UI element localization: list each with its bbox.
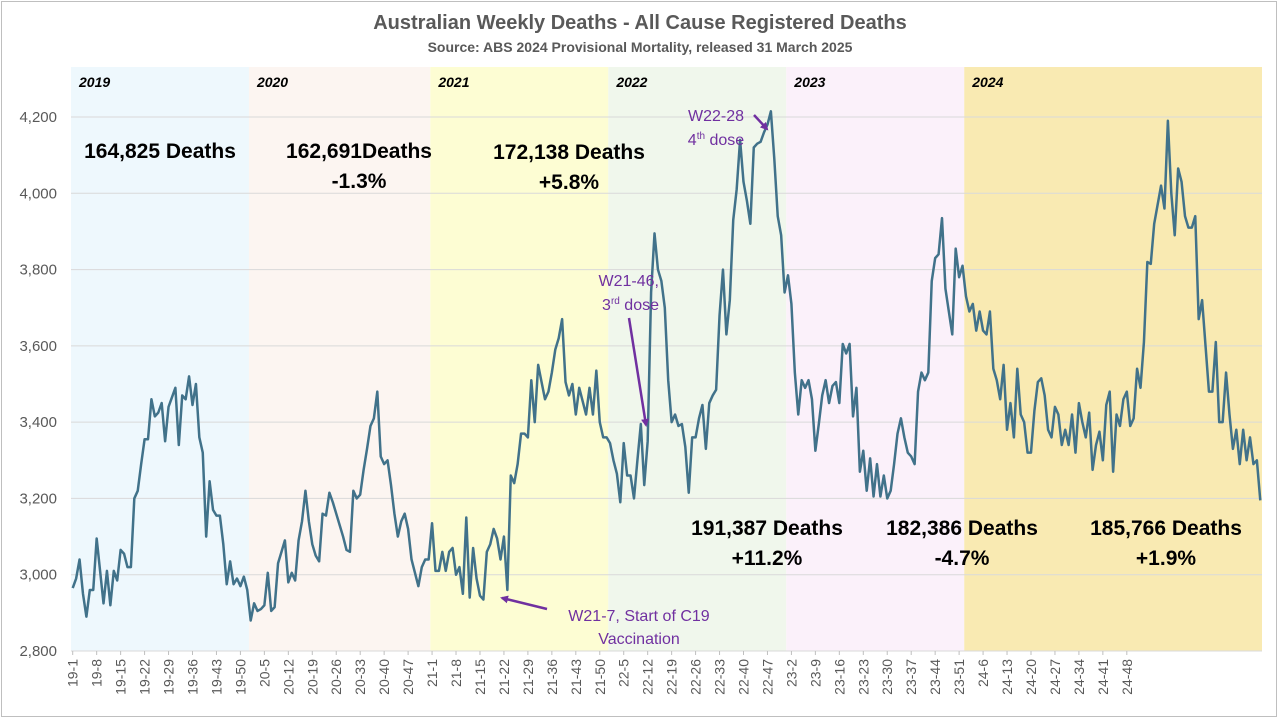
x-tick-label: 23-23 xyxy=(855,659,871,695)
x-tick-label: 19-15 xyxy=(113,659,129,695)
x-tick-label: 20-19 xyxy=(304,659,320,695)
x-tick-label: 19-43 xyxy=(208,659,224,695)
deaths-2022: 191,387 Deaths xyxy=(691,517,843,540)
year-band-2023 xyxy=(786,67,965,651)
x-tick-label: 21-8 xyxy=(448,659,464,687)
year-band-2024 xyxy=(964,67,1262,651)
x-tick-label: 19-22 xyxy=(137,659,153,695)
arrow-w21-7 xyxy=(500,595,548,611)
x-tick-label: 20-12 xyxy=(280,659,296,695)
chart-title: Australian Weekly Deaths - All Cause Reg… xyxy=(373,12,907,34)
year-label-2019: 2019 xyxy=(78,74,110,90)
x-tick-label: 23-37 xyxy=(903,659,919,695)
x-tick-label: 24-41 xyxy=(1095,659,1111,695)
annotation-w21-46-line2: 3rd dose xyxy=(602,296,659,314)
change-2022: +11.2% xyxy=(732,547,803,570)
x-tick-label: 21-36 xyxy=(544,659,560,695)
year-band-2020 xyxy=(248,67,431,651)
x-tick-label: 22-40 xyxy=(736,659,752,695)
deaths-2024: 185,766 Deaths xyxy=(1090,517,1242,540)
y-tick-label: 3,200 xyxy=(19,490,57,507)
x-tick-label: 23-2 xyxy=(783,659,799,687)
x-tick-label: 22-47 xyxy=(759,659,775,695)
change-2024: +1.9% xyxy=(1136,547,1196,570)
x-tick-label: 24-6 xyxy=(975,659,991,687)
y-tick-label: 3,400 xyxy=(19,414,57,431)
annotation-w22-28-line1: W22-28 xyxy=(688,108,744,125)
x-tick-label: 23-9 xyxy=(807,659,823,687)
x-tick-label: 19-1 xyxy=(65,659,81,687)
annotation-w21-7-line2: Vaccination xyxy=(598,631,680,648)
change-2023: -4.7% xyxy=(935,547,990,570)
deaths-2019: 164,825 Deaths xyxy=(84,140,236,163)
x-tick-label: 20-47 xyxy=(400,659,416,695)
x-tick-label: 21-22 xyxy=(496,659,512,695)
x-tick-label: 19-36 xyxy=(184,659,200,695)
x-tick-label: 22-19 xyxy=(664,659,680,695)
x-tick-label: 19-29 xyxy=(161,659,177,695)
x-tick-label: 23-44 xyxy=(927,659,943,695)
weekly-deaths-line xyxy=(71,110,1262,622)
year-band-2019 xyxy=(71,67,249,651)
arrow-w21-46 xyxy=(627,317,650,427)
chart-subtitle: Source: ABS 2024 Provisional Mortality, … xyxy=(427,39,853,55)
y-tick-label: 3,600 xyxy=(19,338,57,355)
x-tick-label: 24-27 xyxy=(1047,659,1063,695)
x-tick-label: 22-12 xyxy=(640,659,656,695)
x-tick-label: 22-33 xyxy=(712,659,728,695)
x-tick-label: 21-29 xyxy=(520,659,536,695)
year-label-2023: 2023 xyxy=(793,74,825,90)
x-tick-label: 20-26 xyxy=(328,659,344,695)
annotation-w21-46-line1: W21-46, xyxy=(599,273,659,290)
y-tick-label: 3,800 xyxy=(19,262,57,279)
annotation-w21-7-line1: W21-7, Start of C19 xyxy=(568,608,709,625)
deaths-2023: 182,386 Deaths xyxy=(886,517,1038,540)
x-tick-label: 23-16 xyxy=(831,659,847,695)
x-tick-label: 21-1 xyxy=(424,659,440,687)
x-tick-label: 24-34 xyxy=(1071,659,1087,695)
y-tick-label: 4,200 xyxy=(19,109,57,126)
y-tick-label: 4,000 xyxy=(19,185,57,202)
x-tick-label: 22-26 xyxy=(688,659,704,695)
change-2021: +5.8% xyxy=(539,171,599,194)
year-label-2020: 2020 xyxy=(256,74,288,90)
deaths-2021: 172,138 Deaths xyxy=(493,141,645,164)
x-tick-label: 20-40 xyxy=(376,659,392,695)
y-tick-label: 2,800 xyxy=(19,643,57,660)
x-tick-label: 24-20 xyxy=(1023,659,1039,695)
arrow-w22-28 xyxy=(753,114,769,131)
x-tick-label: 19-8 xyxy=(89,659,105,687)
year-label-2024: 2024 xyxy=(971,74,1003,90)
x-tick-label: 24-48 xyxy=(1119,659,1135,695)
deaths-2020: 162,691Deaths xyxy=(286,140,432,163)
x-tick-label: 20-33 xyxy=(352,659,368,695)
x-tick-label: 20-5 xyxy=(256,659,272,687)
x-tick-label: 19-50 xyxy=(232,659,248,695)
x-tick-label: 23-51 xyxy=(951,659,967,695)
x-tick-label: 21-43 xyxy=(568,659,584,695)
x-tick-label: 23-30 xyxy=(879,659,895,695)
x-tick-label: 22-5 xyxy=(616,659,632,687)
x-tick-label: 21-50 xyxy=(592,659,608,695)
change-2020: -1.3% xyxy=(332,170,387,193)
x-tick-label: 24-13 xyxy=(999,659,1015,695)
year-band-2022 xyxy=(608,67,787,651)
x-tick-label: 21-15 xyxy=(472,659,488,695)
year-label-2022: 2022 xyxy=(615,74,647,90)
y-tick-label: 3,000 xyxy=(19,567,57,584)
year-band-2021 xyxy=(430,67,609,651)
annotation-w22-28-line2: 4th dose xyxy=(688,131,744,149)
year-label-2021: 2021 xyxy=(437,74,469,90)
